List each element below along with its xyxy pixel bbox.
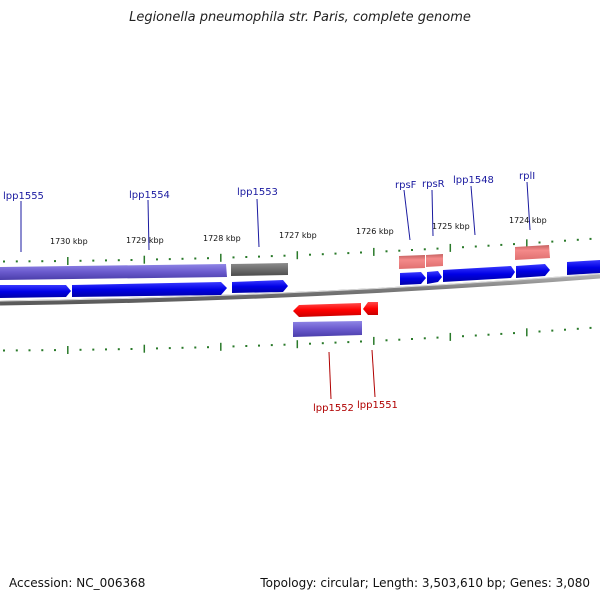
label-lpp1555[interactable]: lpp1555 [3, 191, 44, 202]
kbp-label-1726: 1726 kbp [356, 227, 394, 236]
forward-cds-track [0, 260, 600, 298]
kbp-label-1730: 1730 kbp [50, 237, 88, 246]
label-lpp1551[interactable]: lpp1551 [357, 400, 398, 411]
forward-leader-lines [20, 181, 531, 252]
kbp-label-1728: 1728 kbp [203, 234, 241, 243]
outer-tick-ring [3, 237, 592, 265]
forward-gene-track [0, 245, 550, 280]
cds-lpp1553[interactable] [232, 280, 288, 293]
cds-lpp1552[interactable] [293, 303, 361, 317]
cds-lpp1551[interactable] [363, 302, 378, 315]
gene-lpp1555-1554[interactable] [0, 264, 227, 280]
label-rplI[interactable]: rplI [519, 171, 535, 182]
accession-value: NC_006368 [76, 576, 146, 590]
label-lpp1553[interactable]: lpp1553 [237, 187, 278, 198]
cds-rpsF[interactable] [400, 272, 426, 285]
map-title: Legionella pneumophila str. Paris, compl… [129, 10, 471, 25]
accession-label: Accession: [9, 576, 73, 590]
cds-lpp1554[interactable] [72, 282, 227, 297]
genome-backbone [0, 273, 600, 306]
gene-lpp1552[interactable] [293, 321, 362, 337]
kbp-label-1727: 1727 kbp [279, 231, 317, 240]
reverse-leader-lines [328, 349, 376, 400]
kbp-label-1729: 1729 kbp [126, 236, 164, 245]
label-rpsR[interactable]: rpsR [422, 179, 445, 190]
cds-rpsR[interactable] [427, 271, 442, 284]
cds-lpp1548[interactable] [443, 266, 515, 282]
inner-tick-ring [3, 326, 592, 354]
topology-info: Topology: circular; Length: 3,503,610 bp… [260, 576, 590, 590]
forward-gene-labels: lpp1555 lpp1554 lpp1553 rpsF rpsR lpp154… [3, 171, 535, 202]
reverse-track [293, 302, 378, 337]
gene-rpsR[interactable] [426, 254, 443, 267]
gene-rplI[interactable] [515, 245, 550, 260]
cds-lpp1555[interactable] [0, 285, 71, 298]
accession-info: Accession: NC_006368 [9, 576, 145, 590]
gene-lpp1553[interactable] [231, 263, 288, 276]
kbp-labels: 1730 kbp 1729 kbp 1728 kbp 1727 kbp 1726… [50, 216, 547, 246]
label-lpp1552[interactable]: lpp1552 [313, 403, 354, 414]
reverse-gene-labels: lpp1552 lpp1551 [313, 400, 398, 414]
label-rpsF[interactable]: rpsF [395, 180, 417, 191]
kbp-label-1725: 1725 kbp [432, 222, 470, 231]
kbp-label-1724: 1724 kbp [509, 216, 547, 225]
label-lpp1554[interactable]: lpp1554 [129, 190, 170, 201]
gene-rpsF[interactable] [399, 255, 425, 269]
label-lpp1548[interactable]: lpp1548 [453, 175, 494, 186]
cds-rplI[interactable] [516, 264, 550, 278]
cds-next[interactable] [567, 260, 600, 275]
